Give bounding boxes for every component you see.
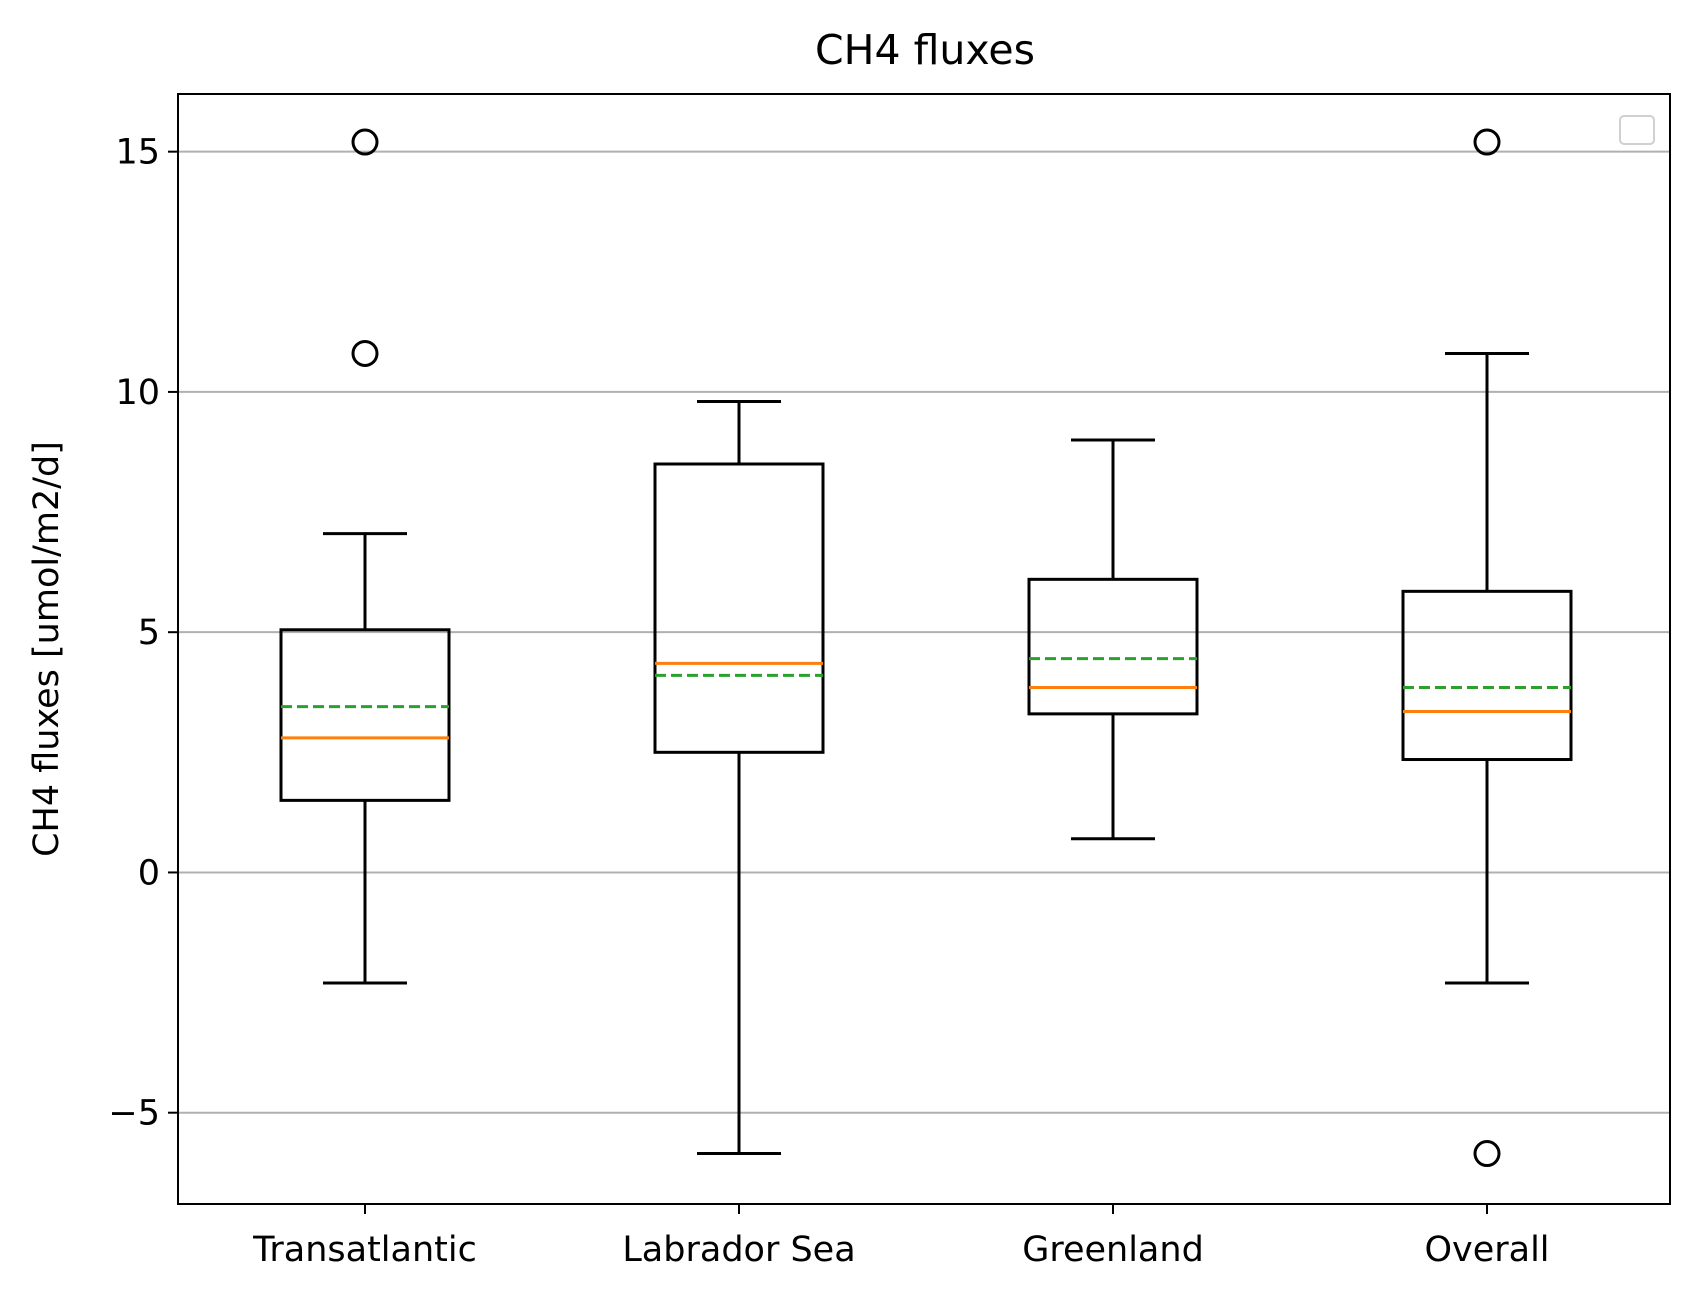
- y-tick-label: 15: [115, 133, 160, 173]
- y-tick-label: 5: [138, 613, 160, 653]
- iqr-box: [279, 628, 451, 802]
- iqr-box: [1401, 589, 1573, 762]
- box-greenland: [1027, 438, 1199, 841]
- x-tick-label: Transatlantic: [252, 1230, 477, 1270]
- outlier-point: [351, 128, 379, 156]
- outlier-point: [1473, 1140, 1501, 1168]
- x-tick-label: Labrador Sea: [622, 1230, 855, 1270]
- iqr-box: [653, 462, 825, 754]
- box-labrador-sea: [653, 400, 825, 1156]
- plot-frame: [177, 93, 1671, 1205]
- chart-title: CH4 fluxes: [815, 26, 1035, 74]
- outlier-point: [1473, 128, 1501, 156]
- legend-box: [1619, 115, 1655, 145]
- y-tick-label: −5: [108, 1094, 160, 1134]
- y-tick-label: 10: [115, 373, 160, 413]
- x-axis-ticks: Transatlantic Labrador Sea Greenland Overal…: [252, 1204, 1550, 1270]
- x-tick-label: Overall: [1424, 1230, 1549, 1270]
- boxes: [279, 128, 1573, 1168]
- y-axis-label: CH4 fluxes [umol/m2/d]: [27, 441, 67, 857]
- outlier-point: [351, 339, 379, 367]
- x-tick-label: Greenland: [1022, 1230, 1204, 1270]
- y-axis-ticks: −5 0 5 10 15: [108, 133, 178, 1134]
- y-tick-label: 0: [138, 853, 160, 893]
- box-overall: [1401, 128, 1573, 1168]
- gridlines: [178, 150, 1670, 1114]
- box-transatlantic: [279, 128, 451, 985]
- iqr-box: [1027, 577, 1199, 716]
